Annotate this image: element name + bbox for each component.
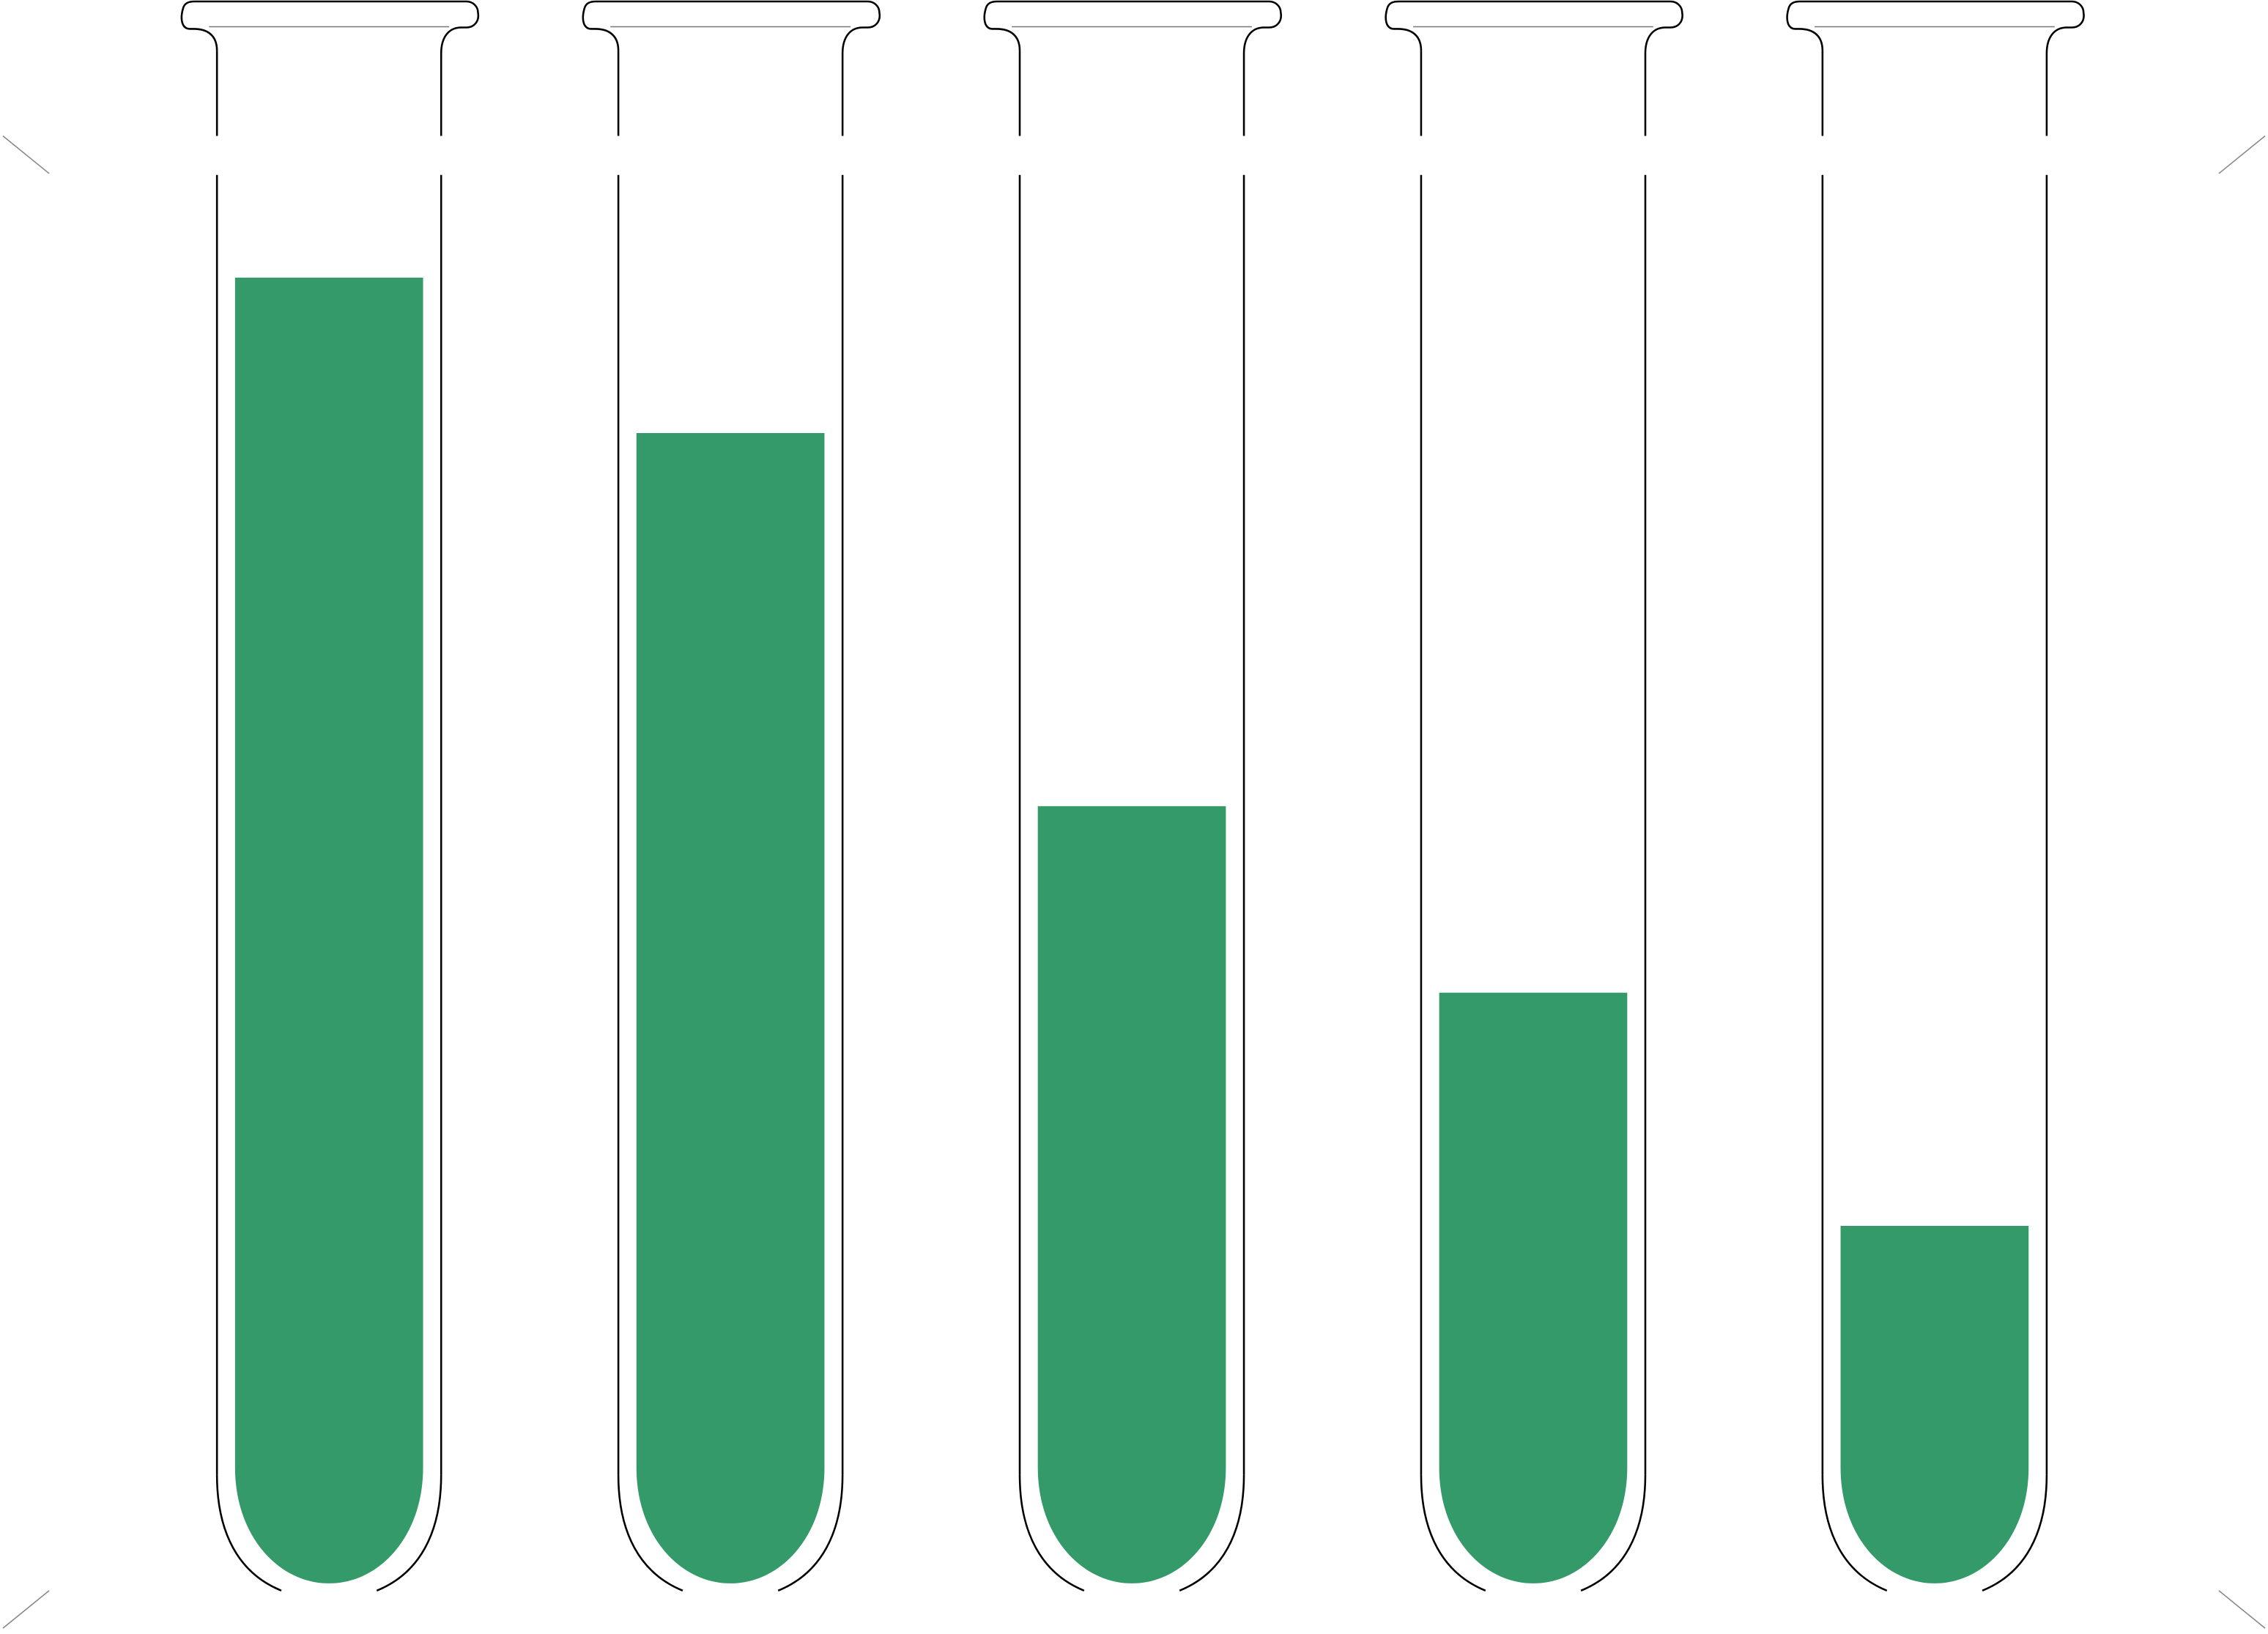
tube-rim	[180, 0, 480, 54]
tube-bottom-left	[1018, 1474, 1085, 1592]
crop-mark-bottom-right	[2218, 1590, 2266, 1629]
tube-bottom-right	[1580, 1474, 1647, 1592]
tube-bottom-left	[1821, 1474, 1888, 1592]
tube-bottom-right	[1179, 1474, 1245, 1592]
crop-mark-bottom-left	[2, 1590, 50, 1629]
tube-rim	[582, 0, 881, 54]
liquid-fill	[1037, 806, 1226, 1583]
test-tube	[582, 0, 881, 1592]
test-tube	[1385, 0, 1683, 1592]
test-tube	[1786, 0, 2085, 1592]
crop-mark-top-left	[2, 135, 50, 174]
tube-rim	[1385, 0, 1683, 54]
crop-mark-top-right	[2218, 135, 2266, 174]
liquid-fill	[1840, 1225, 2029, 1583]
tube-bottom-left	[617, 1474, 683, 1592]
tube-rim	[983, 0, 1282, 54]
crop-marks	[2, 135, 2266, 1629]
test-tube	[180, 0, 480, 1592]
liquid-fill	[1439, 992, 1628, 1583]
liquid-fill	[636, 433, 825, 1583]
tube-bottom-right	[777, 1474, 844, 1592]
liquid-fill	[234, 277, 423, 1583]
tube-rim	[1786, 0, 2085, 54]
tube-bottom-left	[215, 1474, 282, 1592]
tube-bottom-left	[1420, 1474, 1486, 1592]
tube-bottom-right	[376, 1474, 442, 1592]
test-tube	[983, 0, 1282, 1592]
tube-bottom-right	[1982, 1474, 2048, 1592]
